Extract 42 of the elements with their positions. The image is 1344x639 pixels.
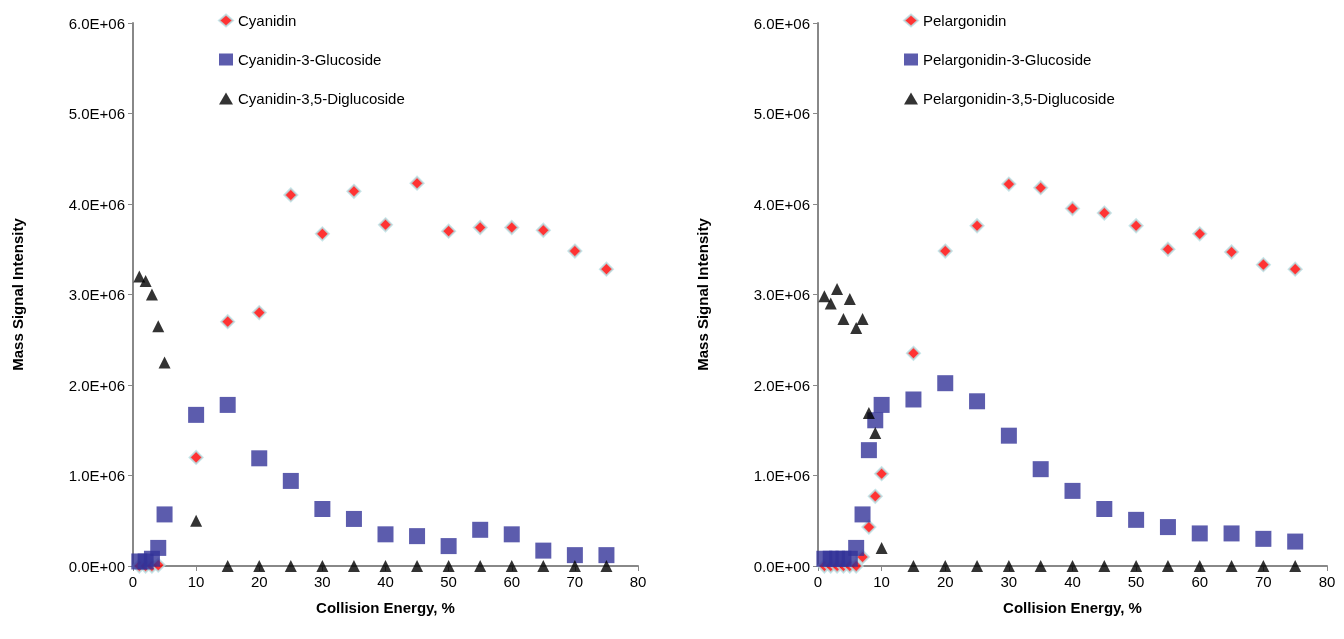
- x-tick-label: 60: [1191, 573, 1209, 590]
- y-axis-title: Mass Signal Intensity: [9, 217, 26, 371]
- legend-label: Cyanidin: [238, 12, 297, 29]
- y-tick-label: 3.0E+06: [68, 286, 125, 303]
- x-tick-label: 0: [813, 573, 823, 590]
- legend-label: Pelargonidin: [923, 12, 1007, 29]
- x-tick-label: 80: [1318, 573, 1336, 590]
- x-tick-label: 20: [250, 573, 268, 590]
- y-tick-label: 0.0E+00: [753, 557, 810, 575]
- x-tick-label: 50: [1127, 573, 1145, 590]
- y-tick-label: 1.0E+06: [753, 467, 810, 484]
- y-tick-label: 0.0E+00: [68, 557, 125, 575]
- x-tick-label: 30: [1000, 573, 1018, 590]
- y-tick-label: 2.0E+06: [68, 376, 125, 394]
- y-tick-label: 3.0E+06: [753, 286, 810, 303]
- x-tick-label: 40: [1064, 573, 1081, 590]
- legend-label: Pelargonidin-3-Glucoside: [923, 51, 1092, 68]
- y-tick-label: 6.0E+06: [68, 14, 125, 32]
- x-tick-label: 20: [936, 573, 954, 590]
- legend-label: Cyanidin-3-Glucoside: [238, 51, 382, 68]
- x-axis-title: Collision Energy, %: [316, 599, 455, 616]
- x-tick-label: 70: [566, 573, 584, 590]
- y-tick-label: 5.0E+06: [68, 105, 125, 122]
- y-tick-label: 1.0E+06: [68, 467, 125, 484]
- y-tick-label: 4.0E+06: [753, 195, 810, 213]
- y-tick-label: 5.0E+06: [753, 105, 810, 122]
- x-tick-label: 50: [440, 573, 457, 590]
- x-tick-label: 70: [1255, 573, 1272, 590]
- x-tick-label: 80: [629, 573, 647, 590]
- x-tick-label: 30: [314, 573, 331, 590]
- x-axis-title: Collision Energy, %: [1003, 599, 1142, 616]
- y-tick-label: 4.0E+06: [68, 195, 125, 213]
- x-tick-label: 10: [873, 573, 890, 590]
- x-tick-label: 40: [377, 573, 394, 590]
- x-tick-label: 0: [128, 573, 138, 590]
- legend-label: Pelargonidin-3,5-Diglucoside: [923, 90, 1115, 107]
- y-axis-title: Mass Signal Intensity: [694, 217, 711, 371]
- y-tick-label: 6.0E+06: [753, 14, 810, 32]
- x-tick-label: 10: [187, 573, 205, 590]
- legend-label: Cyanidin-3,5-Diglucoside: [238, 90, 405, 107]
- x-tick-label: 60: [503, 573, 521, 590]
- y-tick-label: 2.0E+06: [753, 376, 810, 394]
